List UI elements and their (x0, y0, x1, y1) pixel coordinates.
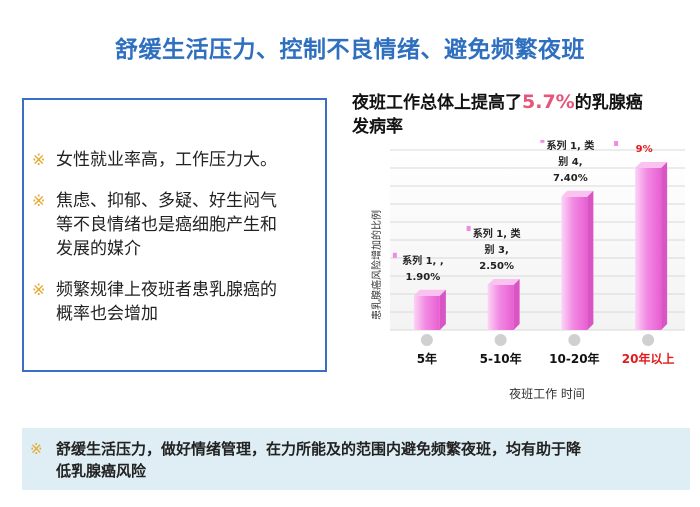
x-axis: 5年 5-10年 10-20年 20年以上 (417, 334, 675, 366)
bar-base-marker (568, 334, 581, 346)
bottom-line: 低乳腺癌风险 (56, 462, 147, 480)
bullet-line: 焦虑、抑郁、多疑、好生闷气 (56, 191, 277, 211)
chart-title: 夜班工作总体上提高了5.7%的乳腺癌 发病率 (352, 90, 692, 139)
bars (413, 162, 668, 330)
bar-top (561, 190, 594, 197)
slide-title: 舒缓生活压力、控制不良情绪、避免频繁夜班 (115, 37, 585, 63)
bar-side (661, 162, 668, 330)
data-label: 别 3, (484, 243, 509, 256)
x-tick-label: 5-10年 (480, 351, 522, 366)
bullet-item: ※ 频繁规律上夜班者患乳腺癌的 概率也会增加 (32, 278, 315, 326)
bar-side (439, 289, 446, 330)
bar-base-marker (420, 334, 433, 346)
data-label: 系列 1, 类 (547, 140, 595, 152)
x-tick-label: 10-20年 (549, 351, 599, 366)
bar (561, 196, 588, 330)
bottom-text: 舒缓生活压力，做好情绪管理，在力所能及的范围内避免频繁夜班，均有助于降 低乳腺癌… (56, 438, 678, 482)
bullet-line: 发展的媒介 (56, 239, 141, 259)
data-label: 7.40% (553, 173, 588, 184)
bar-chart: 系列 1, ,1.90%系列 1, 类别 3,2.50%系列 1, 类别 4,7… (370, 140, 685, 401)
chart-title-line2: 发病率 (352, 117, 403, 137)
data-label: 2.50% (479, 261, 514, 272)
chart-title-suffix: 的乳腺癌 (574, 93, 643, 113)
bar-side (513, 279, 520, 330)
x-tick-label: 20年以上 (622, 351, 675, 366)
x-axis-label: 夜班工作 时间 (509, 386, 585, 401)
bottom-line: 舒缓生活压力，做好情绪管理，在力所能及的范围内避免频繁夜班，均有助于降 (56, 440, 582, 458)
left-panel: ※ 女性就业率高，工作压力大。 ※ 焦虑、抑郁、多疑、好生闷气 等不良情绪也是癌… (22, 98, 327, 372)
data-label: 9% (636, 144, 653, 155)
bullet-line: 频繁规律上夜班者患乳腺癌的 (56, 280, 277, 300)
reference-mark-icon: ※ (30, 440, 43, 458)
data-label: 别 4, (557, 155, 582, 168)
bar (635, 168, 662, 330)
bullet-item: ※ 女性就业率高，工作压力大。 (32, 148, 315, 172)
bullet-line: 概率也会增加 (56, 304, 158, 324)
y-axis-label: 患乳腺癌风险增加的比例 (370, 210, 383, 320)
data-label: 系列 1, 类 (473, 227, 521, 240)
bullet-text: 女性就业率高，工作压力大。 (56, 148, 315, 172)
bar-top (487, 279, 520, 285)
bar-top (635, 162, 668, 168)
bar-base-marker (494, 334, 507, 346)
bullet-text: 频繁规律上夜班者患乳腺癌的 概率也会增加 (56, 278, 315, 326)
bar (413, 295, 440, 330)
bar-side (587, 190, 594, 330)
data-labels: 系列 1, ,1.90%系列 1, 类别 3,2.50%系列 1, 类别 4,7… (392, 140, 653, 283)
data-label-marker (540, 140, 545, 143)
bullet-line: 等不良情绪也是癌细胞产生和 (56, 215, 277, 235)
data-label: 系列 1, , (402, 254, 444, 267)
chart-title-highlight: 5.7% (522, 91, 575, 113)
data-label-marker (466, 226, 471, 231)
bullet-text: 焦虑、抑郁、多疑、好生闷气 等不良情绪也是癌细胞产生和 发展的媒介 (56, 189, 315, 261)
reference-mark-icon: ※ (32, 191, 46, 210)
chart-title-prefix: 夜班工作总体上提高了 (352, 93, 522, 113)
bar-base-marker (642, 334, 655, 346)
x-tick-label: 5年 (417, 351, 437, 366)
bar-top (413, 289, 446, 296)
bar (487, 285, 514, 330)
reference-mark-icon: ※ (32, 150, 46, 169)
bullet-item: ※ 焦虑、抑郁、多疑、好生闷气 等不良情绪也是癌细胞产生和 发展的媒介 (32, 189, 315, 261)
data-label: 1.90% (406, 272, 441, 283)
reference-mark-icon: ※ (32, 280, 46, 299)
bottom-panel: ※ 舒缓生活压力，做好情绪管理，在力所能及的范围内避免频繁夜班，均有助于降 低乳… (22, 428, 690, 490)
data-label-marker (614, 141, 619, 146)
data-label-marker (392, 252, 397, 258)
bottom-row: ※ 舒缓生活压力，做好情绪管理，在力所能及的范围内避免频繁夜班，均有助于降 低乳… (30, 438, 678, 482)
bullet-line: 女性就业率高，工作压力大。 (56, 150, 277, 170)
